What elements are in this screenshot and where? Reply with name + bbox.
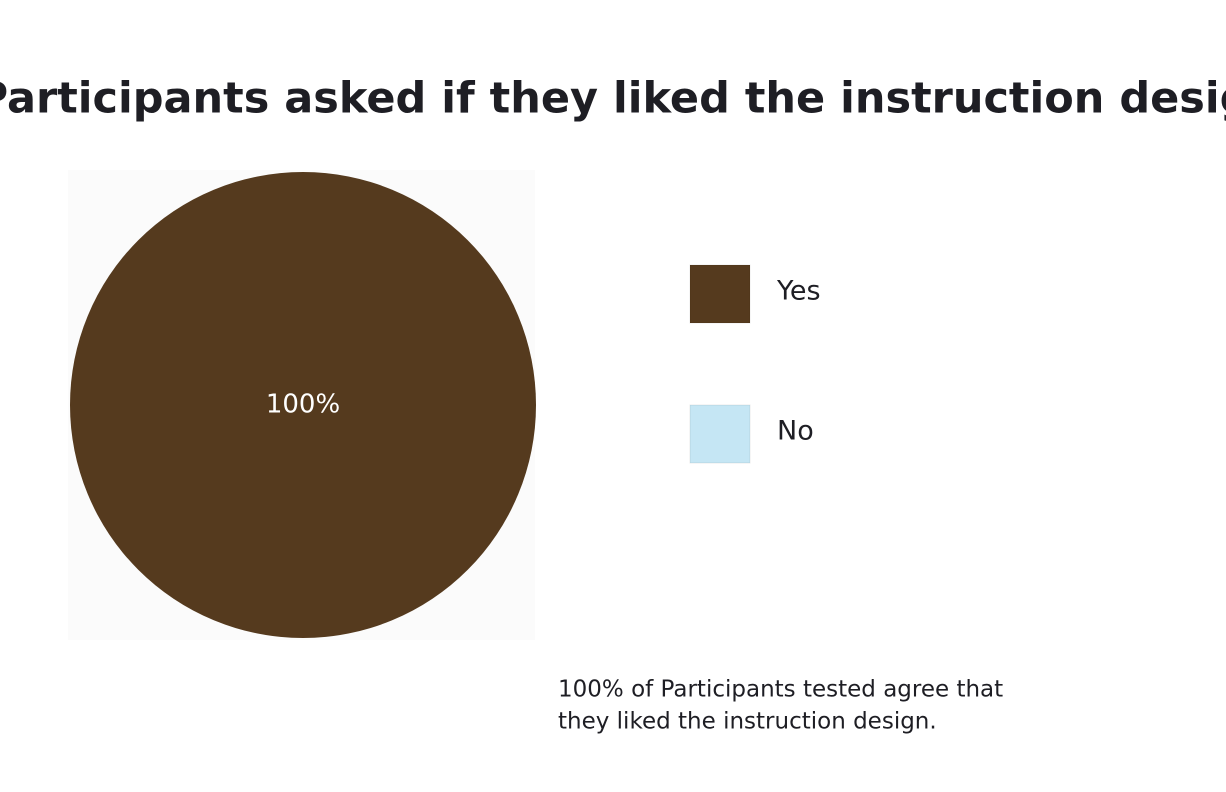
pie-slice (70, 172, 536, 638)
chart-title: Participants asked if they liked the ins… (0, 74, 1226, 124)
annotation: they liked the instruction design. (558, 709, 937, 735)
data-label: 100% (266, 390, 340, 420)
annotation: 100% of Participants tested agree that (558, 677, 1003, 703)
legend-swatch (689, 404, 751, 464)
legend-label: Yes (776, 276, 821, 307)
legend-label: No (777, 416, 814, 447)
legend-swatch (689, 264, 751, 324)
